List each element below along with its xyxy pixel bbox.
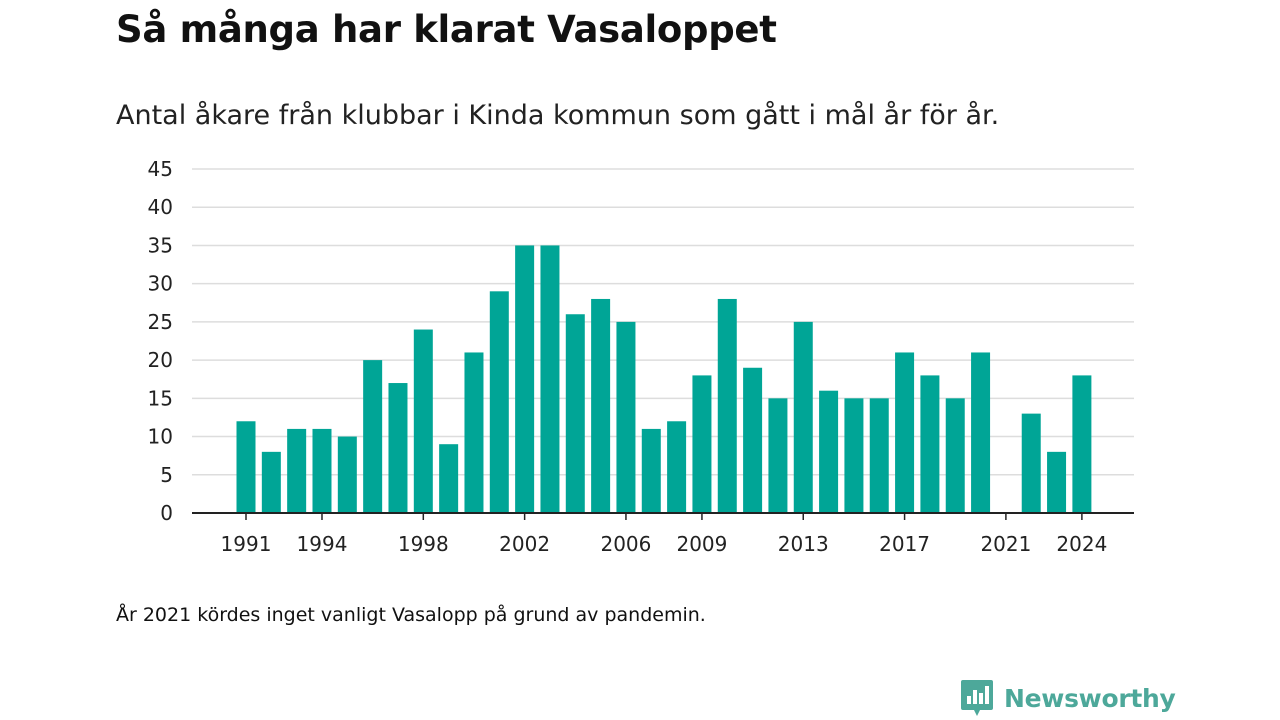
newsworthy-logo-icon [961,680,993,716]
bar [819,390,839,513]
bar [743,367,763,513]
bar [565,314,585,513]
x-tick-label: 2002 [499,532,550,556]
bar [413,329,433,513]
bar [363,360,383,513]
bar [971,352,991,513]
bar [439,444,459,513]
bar [312,428,332,513]
bar-chart: 0 5 10 15 20 25 30 35 40 45 1991 1994 1998 2002 2006 20… [148,157,1134,556]
x-tick-label: 1991 [221,532,272,556]
x-tick-label: 2006 [600,532,651,556]
brand-logo: Newsworthy [960,678,1176,718]
bar [768,398,788,513]
bar [236,421,256,513]
bar [616,321,636,513]
chart-subtitle: Antal åkare från klubbar i Kinda kommun … [116,100,1000,131]
bar [337,436,357,513]
y-tick-label: 10 [148,425,173,449]
bar [464,352,484,513]
bar [945,398,965,513]
x-tick-label: 2021 [980,532,1031,556]
y-tick-label: 0 [160,501,173,525]
bar [489,291,509,513]
bar [793,321,813,513]
y-tick-label: 45 [148,157,173,181]
y-tick-label: 35 [148,233,173,257]
bar [1021,413,1041,513]
x-tick-label: 1998 [398,532,449,556]
y-tick-label: 5 [160,463,173,487]
bar [261,451,281,513]
y-tick-label: 30 [148,272,173,296]
chart-title: Så många har klarat Vasaloppet [116,8,777,51]
bar [844,398,864,513]
x-tick-label: 2013 [778,532,829,556]
y-tick-label: 20 [148,348,173,372]
y-tick-label: 15 [148,386,173,410]
bar [692,375,712,513]
y-tick-label: 25 [148,310,173,334]
bar [869,398,889,513]
bar [1047,451,1067,513]
bar [388,383,408,513]
bar [920,375,940,513]
bar [641,428,661,513]
x-tick-label: 2024 [1056,532,1107,556]
x-tick-label: 1994 [297,532,348,556]
y-tick-label: 40 [148,195,173,219]
footnote: År 2021 kördes inget vanligt Vasalopp på… [116,604,706,626]
bar [717,298,737,513]
bar [667,421,687,513]
bar [591,298,611,513]
x-tick-label: 2017 [879,532,930,556]
bar [1072,375,1092,513]
bar [515,245,535,513]
bar [540,245,560,513]
bar [287,428,307,513]
x-tick-label: 2009 [676,532,727,556]
bar [895,352,915,513]
brand-name: Newsworthy [1004,683,1176,713]
